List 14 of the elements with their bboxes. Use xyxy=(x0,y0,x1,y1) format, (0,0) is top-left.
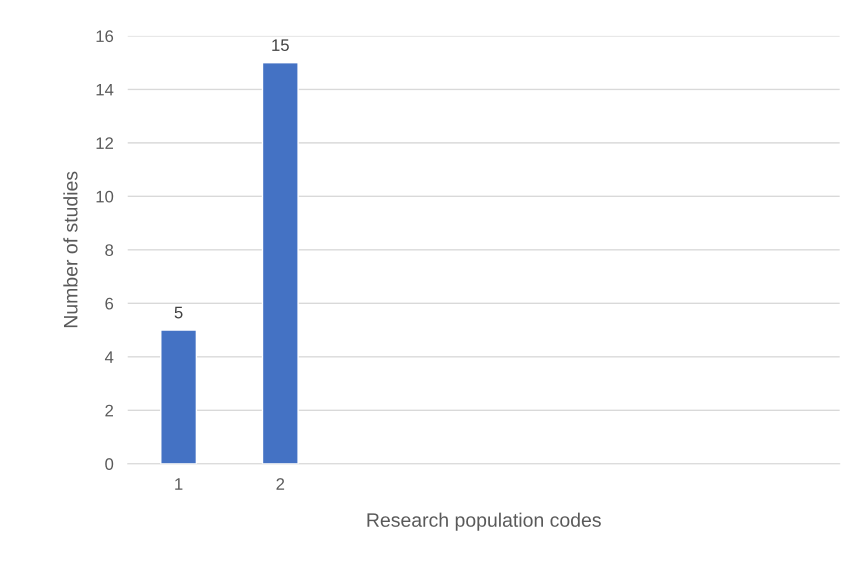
y-axis-title: Number of studies xyxy=(63,172,78,328)
x-axis-title: Research population codes xyxy=(367,512,601,531)
y-tick-label: 2 xyxy=(105,404,113,416)
y-tick-label: 14 xyxy=(96,84,114,96)
y-tick-label: 0 xyxy=(105,458,114,470)
x-tick-label: 1 xyxy=(175,478,182,490)
data-label: 5 xyxy=(174,306,183,318)
y-tick-label: 12 xyxy=(96,137,113,149)
y-tick-label: 8 xyxy=(105,244,114,256)
y-tick-label: 16 xyxy=(96,30,114,42)
y-tick-label: 10 xyxy=(96,190,114,203)
y-tick-label: 6 xyxy=(105,298,114,310)
y-tick-label: 4 xyxy=(104,351,114,363)
data-label: 15 xyxy=(272,39,289,52)
